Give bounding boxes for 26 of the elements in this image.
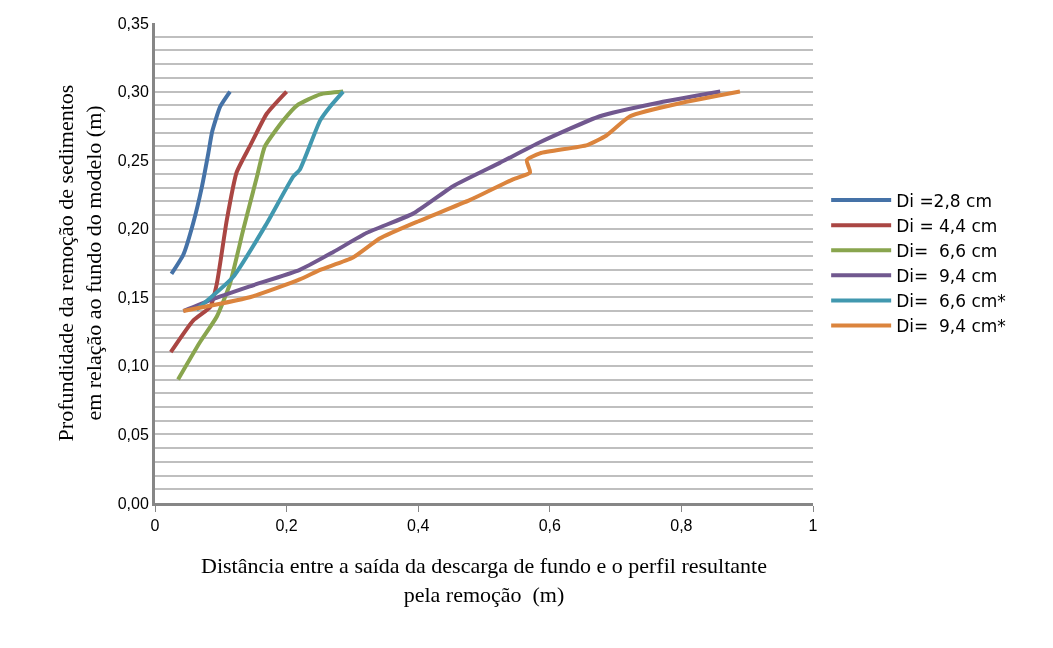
x-tick-label: 0,6 [538,517,562,535]
x-axis-title: Distância entre a saída da descarga de fundo e o perfil resultante pela remoção (m) [201,553,767,607]
legend-label: Di= 6,6 cm [896,240,998,261]
y-tick-label: 0,00 [117,494,149,512]
x-tick-label: 1 [808,517,818,535]
x-tick-label: 0,4 [407,517,430,535]
legend-label: Di= 9,4 cm* [896,316,1006,337]
x-tick-label: 0 [150,517,160,535]
y-tick-label: 0,10 [117,357,149,375]
y-tick-label: 0,15 [117,288,149,306]
legend-label: Di =2,8 cm [896,190,992,211]
y-tick-label: 0,20 [117,220,149,238]
x-tick-label: 0,2 [275,517,298,535]
y-tick-label: 0,05 [117,426,149,444]
y-tick-label: 0,25 [117,151,149,169]
line-series [169,89,233,276]
y-tick-label: 0,30 [117,83,149,101]
y-tick-label: 0,35 [117,14,149,32]
y-axis-title: Profundidade da remoção de sedimentos em relação ao fundo do modelo (m) [52,84,107,442]
x-tick-label: 0,8 [670,517,693,535]
legend-label: Di= 9,4 cm [896,265,998,286]
line-series [176,89,346,382]
line-series [194,89,346,312]
legend-label: Di= 6,6 cm* [896,291,1006,312]
line-series [168,89,289,355]
legend-label: Di = 4,4 cm [896,215,998,236]
